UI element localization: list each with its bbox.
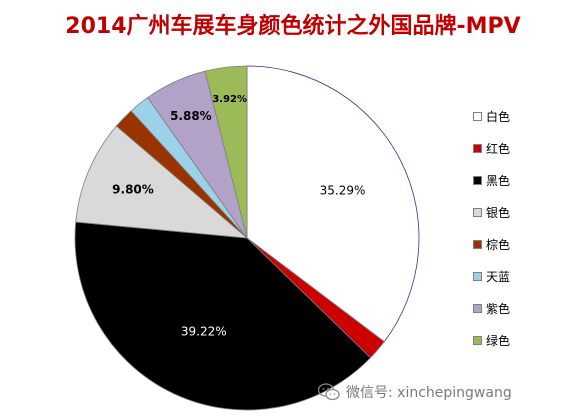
legend-label-3: 银色 — [486, 205, 511, 220]
pie-slice-7 — [204, 65, 248, 239]
legend-item-6: 紫色 — [473, 300, 573, 316]
legend-label-0: 白色 — [486, 109, 511, 124]
legend-item-2: 黑色 — [473, 172, 573, 188]
legend-swatch-4 — [473, 239, 482, 249]
legend-label-2: 黑色 — [486, 173, 511, 188]
legend-swatch-6 — [473, 303, 482, 313]
legend-swatch-3 — [473, 207, 482, 217]
legend-label-7: 绿色 — [486, 333, 511, 348]
data-label-7: 3.92% — [212, 94, 247, 105]
data-label-6: 5.88% — [170, 109, 212, 123]
legend-item-3: 银色 — [473, 204, 573, 220]
legend-item-1: 红色 — [473, 140, 573, 156]
legend-label-6: 紫色 — [486, 301, 511, 316]
pie-slice-2 — [74, 221, 372, 411]
legend-item-4: 棕色 — [473, 236, 573, 252]
pie-slice-0 — [246, 65, 420, 343]
legend-label-5: 天蓝 — [486, 269, 511, 284]
watermark-text: 微信号: xinchepingwang — [346, 385, 512, 401]
legend-swatch-1 — [473, 143, 482, 153]
pie-slice-3 — [75, 125, 249, 239]
chart-title: 2014广州车展车身颜色统计之外国品牌-MPV — [65, 14, 521, 39]
legend-item-5: 天蓝 — [473, 268, 573, 284]
data-label-0: 35.29% — [320, 184, 366, 198]
legend-label-4: 棕色 — [486, 237, 511, 252]
legend-swatch-5 — [473, 271, 482, 281]
legend-item-0: 白色 — [473, 108, 573, 124]
watermark: 微信号: xinchepingwang — [318, 382, 512, 402]
chart-legend: 白色红色黑色银色棕色天蓝紫色绿色 — [473, 108, 573, 364]
data-label-3: 9.80% — [112, 183, 154, 197]
legend-label-1: 红色 — [486, 141, 511, 156]
wechat-icon — [318, 383, 340, 401]
legend-swatch-2 — [473, 175, 482, 185]
legend-item-7: 绿色 — [473, 332, 573, 348]
data-label-2: 39.22% — [181, 325, 227, 339]
legend-swatch-0 — [473, 111, 482, 121]
legend-swatch-7 — [473, 335, 482, 345]
